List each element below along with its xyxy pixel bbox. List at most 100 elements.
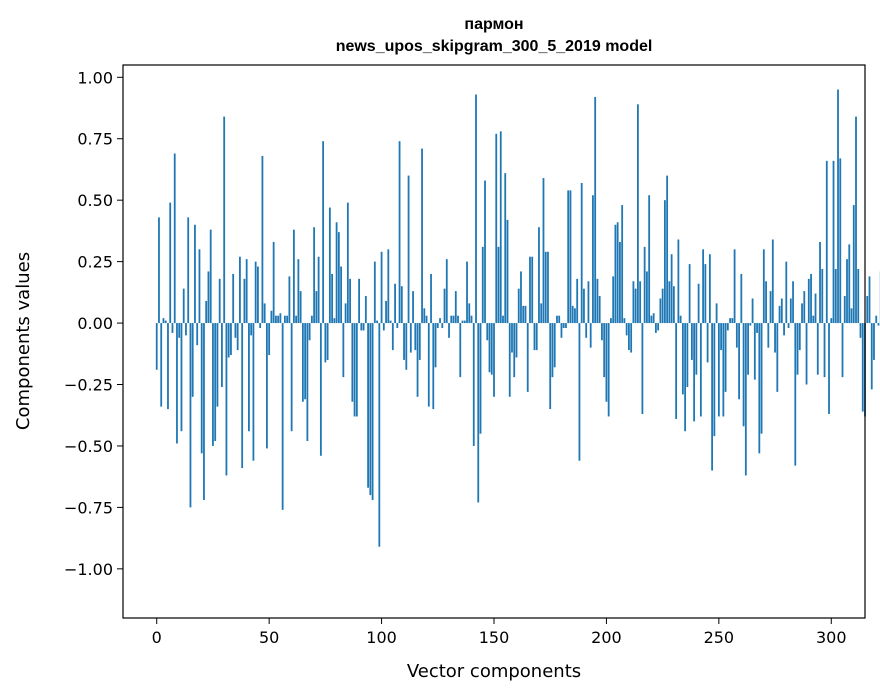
bar-278: [780, 298, 783, 324]
bar-293: [814, 293, 817, 324]
bar-37: [239, 256, 241, 324]
bar-204: [614, 224, 617, 324]
bar-97: [373, 261, 376, 324]
bar-95: [369, 323, 372, 496]
bar-84: [344, 303, 347, 324]
bar-184: [569, 190, 572, 324]
bar-127: [441, 323, 444, 328]
bar-51: [270, 310, 273, 324]
bar-67: [306, 323, 309, 442]
bar-257: [733, 249, 736, 324]
bar-110: [403, 323, 405, 360]
y-tick-label: −0.75: [64, 498, 113, 517]
bar-138: [466, 261, 468, 324]
bar-281: [787, 323, 790, 328]
bar-27: [216, 323, 219, 407]
bar-106: [394, 283, 396, 324]
bar-77: [328, 207, 331, 324]
bar-55: [279, 313, 282, 324]
bar-292: [812, 315, 815, 324]
bar-6: [169, 202, 172, 324]
bar-105: [391, 323, 394, 351]
bar-180: [560, 323, 563, 338]
bar-41: [248, 323, 250, 432]
bar-46: [259, 323, 262, 328]
bar-307: [846, 259, 848, 324]
bar-177: [553, 323, 556, 368]
bar-69: [310, 315, 313, 324]
bar-234: [681, 323, 684, 395]
bar-175: [549, 323, 552, 410]
bar-263: [747, 323, 749, 375]
bar-107: [396, 323, 399, 328]
bar-94: [367, 323, 369, 488]
bar-300: [830, 318, 833, 324]
bar-260: [740, 273, 743, 324]
bar-170: [538, 227, 540, 324]
bar-133: [454, 291, 457, 324]
bar-283: [792, 281, 794, 324]
bar-14: [187, 217, 190, 324]
bar-74: [322, 141, 325, 324]
bar-273: [769, 291, 772, 324]
x-tick-label: 300: [816, 628, 847, 647]
bar-160: [515, 323, 518, 358]
bar-119: [423, 308, 426, 324]
bar-266: [753, 323, 756, 380]
bar-317: [868, 276, 871, 324]
bar-63: [297, 259, 300, 324]
bar-258: [735, 323, 738, 348]
bar-264: [749, 323, 752, 326]
bar-286: [798, 323, 801, 351]
bar-148: [488, 323, 491, 373]
bar-150: [493, 323, 495, 397]
bar-296: [821, 269, 824, 324]
bar-124: [434, 323, 437, 368]
bar-126: [439, 318, 441, 324]
bar-92: [362, 323, 365, 331]
bar-216: [641, 323, 644, 415]
bar-187: [576, 278, 579, 324]
x-axis-label: Vector components: [407, 661, 581, 682]
bar-241: [697, 283, 700, 324]
bar-61: [292, 229, 295, 324]
bar-7: [171, 323, 174, 333]
bar-238: [690, 323, 693, 360]
bar-282: [789, 298, 792, 324]
bar-186: [574, 308, 576, 324]
bar-128: [443, 288, 446, 324]
bar-83: [342, 323, 345, 378]
bar-230: [672, 286, 675, 324]
bar-275: [774, 323, 776, 353]
bar-1: [158, 217, 160, 324]
bar-195: [594, 96, 597, 324]
bar-137: [463, 320, 466, 324]
bar-162: [520, 271, 522, 324]
bar-19: [198, 249, 201, 324]
bar-163: [522, 305, 525, 324]
bar-147: [486, 323, 489, 341]
bar-80: [335, 222, 338, 324]
bar-213: [634, 288, 637, 324]
bar-143: [477, 323, 480, 503]
bar-86: [349, 278, 351, 324]
bar-239: [693, 323, 696, 422]
bar-225: [661, 288, 664, 324]
bar-144: [479, 323, 482, 434]
bar-36: [236, 323, 239, 351]
bar-11: [180, 323, 183, 432]
bar-26: [214, 323, 217, 442]
bar-34: [232, 273, 235, 324]
x-axis: 0 50 100 150 200 250 300: [152, 618, 847, 647]
bar-227: [666, 175, 669, 324]
bar-135: [459, 323, 462, 378]
bar-109: [400, 286, 403, 324]
bar-269: [760, 323, 763, 434]
x-tick-label: 150: [479, 628, 510, 647]
bar-53: [275, 315, 277, 324]
bar-262: [744, 323, 747, 476]
bar-38: [241, 323, 244, 469]
bar-145: [481, 246, 484, 324]
bar-249: [715, 303, 718, 324]
bar-70: [313, 227, 316, 324]
